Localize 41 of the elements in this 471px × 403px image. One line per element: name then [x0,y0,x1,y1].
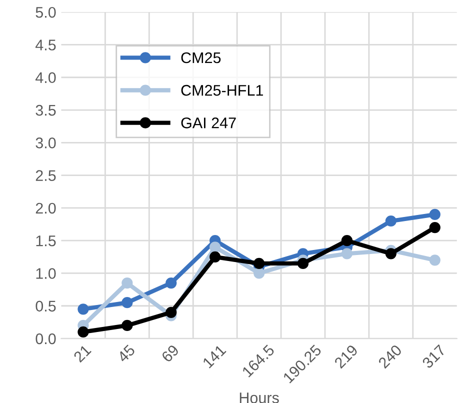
y-tick-label: 2.0 [36,202,56,214]
y-tick-label: 4.5 [35,40,56,50]
y-tick-label: 3.0 [36,138,56,148]
point [122,320,133,332]
x-tick-label: 69 [160,344,180,363]
point [210,251,221,262]
x-axis-title: Hours [240,392,279,403]
point [385,248,396,260]
x-tick-label: 45 [116,344,136,364]
y-tick-label: 2.5 [36,170,56,181]
x-tick-label: 21 [72,344,92,363]
point [341,235,353,246]
x-tick-label: 141 [202,344,226,368]
y-tick-label: 3.5 [36,104,56,116]
point [166,306,177,318]
legend-label: CM25-HFL1 [181,84,263,96]
point [122,277,133,289]
y-tick-label: 1.0 [36,268,56,279]
point [341,248,353,260]
point [429,222,440,234]
legend-label: CM25 [181,52,221,64]
point [122,297,133,308]
point [78,304,89,315]
y-tick-label: 0.5 [36,300,56,312]
point [429,208,440,220]
x-tick-label: 240 [378,344,402,369]
point [253,258,265,269]
y-tick-label: 1.5 [36,236,56,246]
y-tick-label: 0.0 [36,333,56,344]
y-tick-label: 5.0 [36,6,56,18]
point [429,254,440,266]
point [210,242,221,253]
point [78,326,89,338]
point [385,215,396,227]
y-tick-label: 4.0 [35,72,56,84]
x-tick-label: 317 [422,344,446,369]
x-tick-label: 219 [334,344,358,369]
point [297,258,309,269]
point [166,277,177,289]
point [253,268,265,279]
legend-label: GAI 247 [181,118,236,128]
